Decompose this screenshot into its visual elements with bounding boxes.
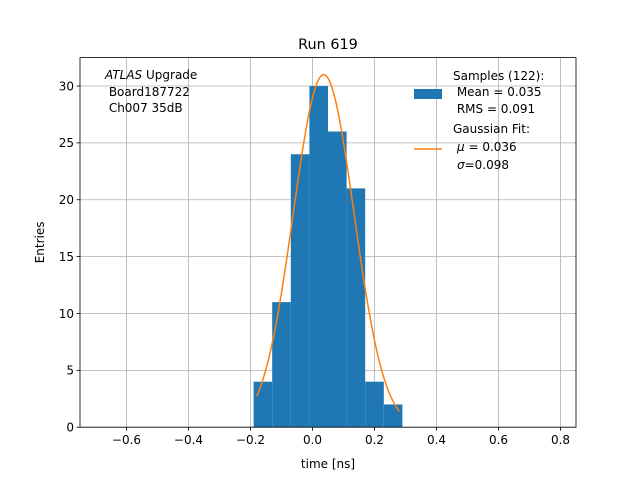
legend-samples-swatch [414, 89, 442, 99]
legend-mu-value: = 0.036 [465, 140, 517, 154]
y-tick-label: 5 [66, 364, 74, 378]
histogram-bar [253, 381, 273, 428]
gaussian-fit [256, 73, 400, 412]
annotation-line-2: Board187722 [105, 85, 190, 99]
legend-mu-symbol: μ [456, 140, 465, 154]
legend: Samples (122): Mean = 0.035 RMS = 0.091 … [414, 69, 544, 172]
histogram-bar [346, 188, 366, 428]
x-tick-label: 0.8 [551, 433, 570, 447]
y-axis-label: Entries [33, 222, 47, 264]
x-tick-label: 0.4 [427, 433, 446, 447]
y-tick-label: 15 [59, 250, 74, 264]
y-axis-ticks: 0 5 10 15 20 25 30 [59, 79, 80, 435]
histogram-bar [290, 154, 310, 428]
x-tick-label: −0.4 [174, 433, 203, 447]
y-tick-label: 30 [59, 79, 74, 93]
legend-fit-label: Gaussian Fit: [453, 122, 530, 136]
annotation-atlas: ATLAS [104, 68, 143, 82]
histogram-bar [272, 302, 291, 428]
y-tick-label: 0 [66, 421, 74, 435]
annotation-line-1: ATLAS Upgrade [104, 68, 197, 82]
x-tick-label: 0.6 [489, 433, 508, 447]
x-axis-label: time [ns] [301, 457, 355, 471]
legend-sigma-value: =0.098 [465, 158, 509, 172]
gaussian-fit-curve [256, 73, 400, 412]
histogram-bar [383, 404, 403, 428]
x-tick-label: −0.6 [112, 433, 141, 447]
legend-sigma-symbol: σ [457, 158, 465, 172]
x-tick-label: −0.2 [236, 433, 265, 447]
y-tick-label: 25 [59, 136, 74, 150]
annotation-upgrade: Upgrade [142, 68, 197, 82]
legend-samples-label: Samples (122): [453, 69, 544, 83]
x-tick-label: 0.0 [303, 433, 322, 447]
x-axis-ticks: −0.6 −0.4 −0.2 0.0 0.2 0.4 0.6 0.8 [112, 427, 570, 447]
atlas-annotation: ATLAS Upgrade Board187722 Ch007 35dB [104, 68, 197, 115]
annotation-line-3: Ch007 35dB [105, 101, 183, 115]
axes-frame [79, 57, 577, 428]
histogram-bar [309, 86, 328, 428]
histogram-bars [253, 86, 403, 428]
legend-samples-mean: Mean = 0.035 [453, 85, 542, 99]
legend-fit-sigma: σ=0.098 [457, 158, 509, 172]
y-tick-label: 20 [59, 193, 74, 207]
legend-samples-rms: RMS = 0.091 [453, 102, 535, 116]
x-tick-label: 0.2 [365, 433, 384, 447]
histogram-bar [328, 131, 347, 428]
y-tick-label: 10 [59, 307, 74, 321]
histogram-bar [365, 381, 384, 428]
legend-fit-mu: μ = 0.036 [456, 140, 517, 154]
chart-title: Run 619 [298, 37, 358, 53]
